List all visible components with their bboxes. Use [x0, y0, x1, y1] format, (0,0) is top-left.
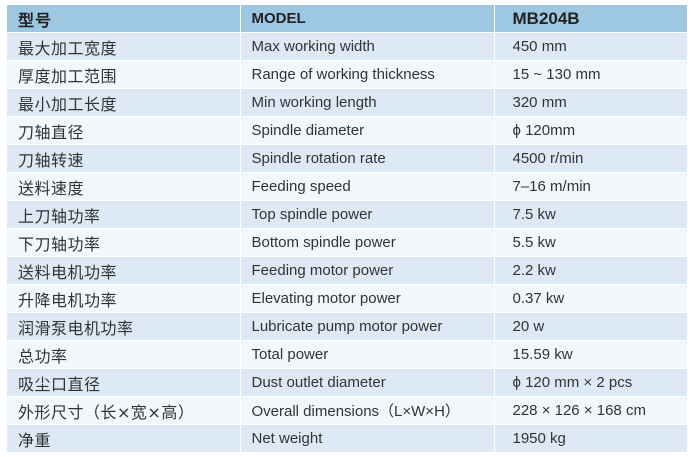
table-row: 刀轴直径 Spindle diameter ϕ 120mm: [7, 116, 687, 145]
spec-name-en: Spindle rotation rate: [240, 144, 495, 173]
spec-name-en: Min working length: [240, 88, 495, 117]
spec-name-cn: 送料速度: [7, 172, 241, 201]
spec-name-en: Dust outlet diameter: [240, 368, 495, 397]
specification-table: 型号 MODEL MB204B 最大加工宽度 Max working width…: [7, 5, 687, 453]
table-row: 外形尺寸（长×宽×高） Overall dimensions（L×W×H） 22…: [7, 396, 687, 425]
spec-name-cn: 外形尺寸（长×宽×高）: [7, 396, 241, 425]
spec-name-en: Net weight: [240, 424, 495, 453]
spec-value: 7.5 kw: [494, 200, 687, 229]
spec-value: 1950 kg: [494, 424, 687, 453]
spec-name-cn: 升降电机功率: [7, 284, 241, 313]
spec-name-en: Total power: [240, 340, 495, 369]
spec-name-cn: 最大加工宽度: [7, 32, 241, 61]
table-row: 下刀轴功率 Bottom spindle power 5.5 kw: [7, 228, 687, 257]
spec-value: 15 ~ 130 mm: [494, 60, 687, 89]
spec-name-en: Feeding speed: [240, 172, 495, 201]
spec-value: 15.59 kw: [494, 340, 687, 369]
spec-value: ϕ 120mm: [494, 116, 687, 145]
table-row: 送料电机功率 Feeding motor power 2.2 kw: [7, 256, 687, 285]
table-row: 刀轴转速 Spindle rotation rate 4500 r/min: [7, 144, 687, 173]
spec-name-en: Overall dimensions（L×W×H）: [240, 396, 495, 425]
spec-name-en: Feeding motor power: [240, 256, 495, 285]
table-row: 送料速度 Feeding speed 7–16 m/min: [7, 172, 687, 201]
spec-name-cn: 吸尘口直径: [7, 368, 241, 397]
spec-name-cn: 下刀轴功率: [7, 228, 241, 257]
spec-name-cn: 最小加工长度: [7, 88, 241, 117]
spec-name-en: Top spindle power: [240, 200, 495, 229]
table-row: 升降电机功率 Elevating motor power 0.37 kw: [7, 284, 687, 313]
table-row: 润滑泵电机功率 Lubricate pump motor power 20 w: [7, 312, 687, 341]
spec-name-cn: 上刀轴功率: [7, 200, 241, 229]
spec-name-en: Max working width: [240, 32, 495, 61]
spec-name-cn: 厚度加工范围: [7, 60, 241, 89]
table-row: 净重 Net weight 1950 kg: [7, 424, 687, 453]
spec-value: 228 × 126 × 168 cm: [494, 396, 687, 425]
header-label-en: MODEL: [240, 5, 495, 33]
table-row: 最小加工长度 Min working length 320 mm: [7, 88, 687, 117]
table-header-row: 型号 MODEL MB204B: [7, 5, 687, 33]
spec-name-cn: 总功率: [7, 340, 241, 369]
spec-name-cn: 刀轴直径: [7, 116, 241, 145]
table-row: 厚度加工范围 Range of working thickness 15 ~ 1…: [7, 60, 687, 89]
table-row: 最大加工宽度 Max working width 450 mm: [7, 32, 687, 61]
table-row: 吸尘口直径 Dust outlet diameter ϕ 120 mm × 2 …: [7, 368, 687, 397]
spec-value: ϕ 120 mm × 2 pcs: [494, 368, 687, 397]
spec-name-en: Bottom spindle power: [240, 228, 495, 257]
spec-value: 0.37 kw: [494, 284, 687, 313]
table-row: 上刀轴功率 Top spindle power 7.5 kw: [7, 200, 687, 229]
spec-name-en: Range of working thickness: [240, 60, 495, 89]
header-model-name: MB204B: [494, 5, 687, 33]
table-row: 总功率 Total power 15.59 kw: [7, 340, 687, 369]
spec-name-en: Spindle diameter: [240, 116, 495, 145]
spec-value: 20 w: [494, 312, 687, 341]
spec-name-cn: 润滑泵电机功率: [7, 312, 241, 341]
spec-value: 320 mm: [494, 88, 687, 117]
spec-value: 2.2 kw: [494, 256, 687, 285]
spec-name-en: Lubricate pump motor power: [240, 312, 495, 341]
spec-value: 4500 r/min: [494, 144, 687, 173]
spec-name-cn: 送料电机功率: [7, 256, 241, 285]
spec-name-en: Elevating motor power: [240, 284, 495, 313]
spec-value: 7–16 m/min: [494, 172, 687, 201]
spec-name-cn: 刀轴转速: [7, 144, 241, 173]
header-label-cn: 型号: [7, 5, 241, 33]
spec-name-cn: 净重: [7, 424, 241, 453]
spec-value: 450 mm: [494, 32, 687, 61]
spec-value: 5.5 kw: [494, 228, 687, 257]
